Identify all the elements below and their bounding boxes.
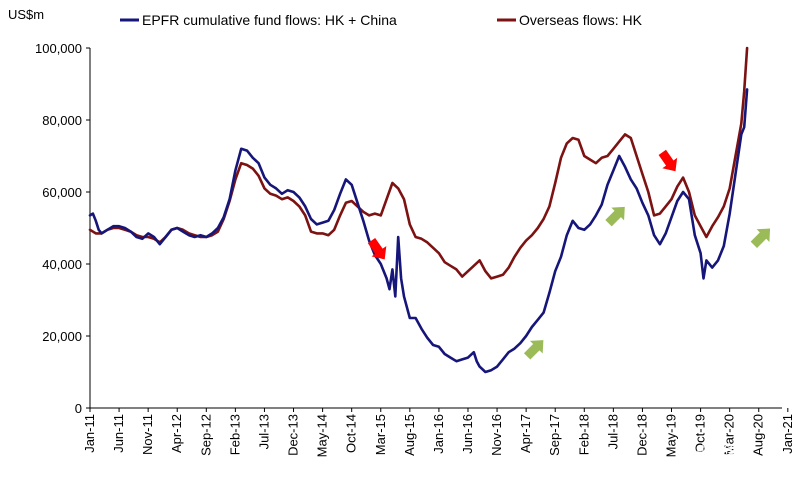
watermark-text: 中金策略 [696, 443, 752, 460]
series-line-0 [88, 88, 749, 374]
y-tick-label: 20,000 [42, 329, 82, 344]
x-tick-label: Sep-12 [198, 414, 213, 456]
x-tick-label: Jun-16 [460, 414, 475, 454]
series-line-1 [88, 46, 749, 280]
legend-label-0: EPFR cumulative fund flows: HK + China [142, 12, 397, 28]
arrow-up-4 [750, 228, 771, 248]
y-tick-label: 40,000 [42, 257, 82, 272]
legend-label-1: Overseas flows: HK [519, 12, 643, 28]
y-tick-label: 80,000 [42, 113, 82, 128]
arrow-down-0 [367, 238, 387, 260]
x-tick-label: Jul-13 [256, 414, 271, 449]
y-axis: 0 20,000 40,000 60,000 80,000 100,000 [35, 41, 91, 416]
x-tick-label: Nov-16 [489, 414, 504, 456]
legend: EPFR cumulative fund flows: HK + China Ov… [120, 12, 643, 28]
y-tick-label: 60,000 [42, 185, 82, 200]
x-tick-label: Feb-13 [227, 414, 242, 455]
y-tick-label: 0 [75, 401, 82, 416]
annotation-arrows [367, 149, 771, 360]
arrow-up-1 [523, 340, 544, 360]
x-tick-label: Jul-18 [605, 414, 620, 449]
x-tick-label: May-19 [664, 414, 679, 457]
x-tick-label: Sep-17 [547, 414, 562, 456]
x-tick-label: Apr-12 [169, 414, 184, 453]
x-axis: Jan-11 Jun-11 Nov-11 Apr-12 Sep-12 Feb-13 Jul-… [82, 407, 792, 457]
watermark: 中金策略 [675, 442, 752, 461]
x-tick-label: Aug-20 [751, 414, 766, 456]
x-tick-label: Oct-19 [693, 414, 708, 453]
x-tick-label: Mar-15 [373, 414, 388, 455]
x-tick-label: Apr-17 [518, 414, 533, 453]
arrow-up-2 [605, 206, 625, 227]
x-tick-label: Dec-18 [634, 414, 649, 456]
y-axis-title: US$m [8, 7, 44, 22]
x-tick-label: Dec-13 [286, 414, 301, 456]
series-layer [88, 46, 749, 374]
arrow-down-3 [658, 149, 678, 172]
x-tick-label: Nov-11 [140, 414, 155, 455]
x-tick-label: Aug-15 [402, 414, 417, 456]
x-tick-label: Oct-14 [344, 414, 359, 453]
x-tick-label: Feb-18 [576, 414, 591, 455]
x-tick-label: Jan-21 [780, 414, 792, 454]
x-tick-label: Jan-11 [82, 414, 97, 453]
y-tick-label: 100,000 [35, 41, 82, 56]
wechat-icon [675, 442, 696, 461]
x-tick-label: Mar-20 [722, 414, 737, 455]
x-tick-label: Jun-11 [111, 414, 126, 453]
x-tick-label: May-14 [315, 414, 330, 457]
x-tick-label: Jan-16 [431, 414, 446, 454]
